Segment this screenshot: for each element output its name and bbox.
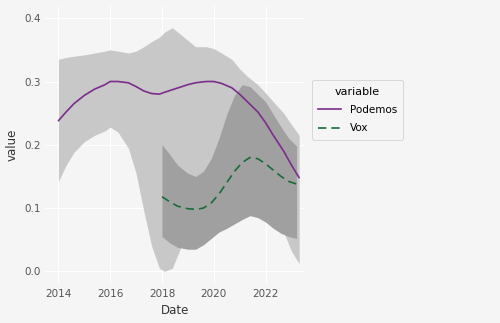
Legend: Podemos, Vox: Podemos, Vox [312,80,403,140]
Y-axis label: value: value [6,129,18,161]
X-axis label: Date: Date [160,305,189,318]
